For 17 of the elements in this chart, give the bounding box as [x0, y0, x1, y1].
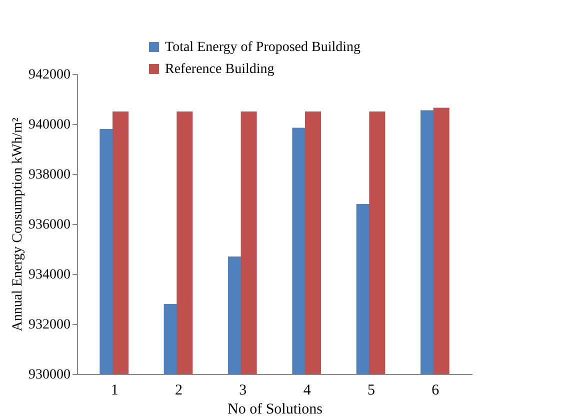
legend-label: Reference Building — [165, 62, 274, 77]
x-tick-label: 5 — [368, 382, 375, 398]
x-tick-label: 6 — [432, 382, 440, 398]
y-tick-label: 936000 — [28, 218, 70, 232]
y-tick-label: 942000 — [28, 68, 70, 82]
x-tick-label: 3 — [239, 382, 247, 398]
y-tick-label: 940000 — [28, 118, 70, 132]
y-tick-label: 932000 — [28, 318, 70, 332]
y-axis-title: Annual Energy Consumption kWh/m² — [10, 118, 26, 332]
x-tick-label: 4 — [303, 382, 312, 398]
x-tick-label: 2 — [175, 382, 182, 398]
y-tick-label: 938000 — [28, 168, 70, 182]
y-tick-label: 934000 — [28, 268, 70, 282]
x-tick-label: 1 — [110, 382, 118, 398]
legend-label: Total Energy of Proposed Building — [165, 40, 361, 55]
y-tick-label: 930000 — [28, 368, 70, 382]
x-axis-title: No of Solutions — [227, 402, 323, 418]
